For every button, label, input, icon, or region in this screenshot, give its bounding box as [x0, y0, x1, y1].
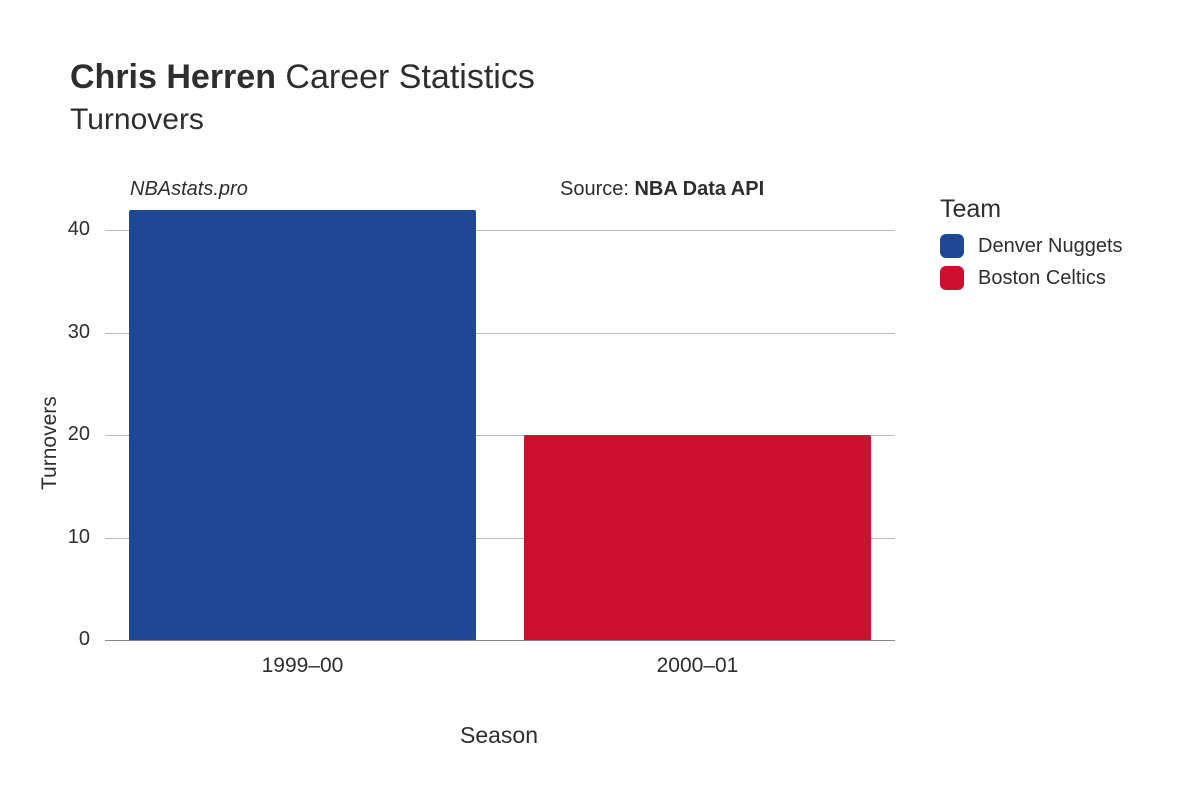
bars-group	[105, 210, 895, 640]
y-tick-label: 20	[50, 423, 90, 446]
legend: Team Denver Nuggets Boston Celtics	[940, 195, 1123, 298]
legend-label: Denver Nuggets	[978, 235, 1123, 258]
chart-subtitle: Turnovers	[70, 103, 535, 137]
source-prefix: Source:	[560, 178, 634, 200]
legend-swatch	[940, 234, 964, 258]
legend-title: Team	[940, 195, 1123, 224]
source-attribution: Source: NBA Data API	[560, 178, 764, 201]
legend-item: Denver Nuggets	[940, 234, 1123, 258]
source-name: NBA Data API	[634, 178, 764, 200]
y-tick-label: 40	[50, 218, 90, 241]
y-tick-label: 0	[50, 628, 90, 651]
x-axis-baseline	[105, 640, 895, 641]
x-axis-label: Season	[460, 722, 538, 749]
chart-container: Chris Herren Career Statistics Turnovers…	[0, 0, 1200, 800]
watermark-text: NBAstats.pro	[130, 178, 248, 201]
legend-item: Boston Celtics	[940, 266, 1123, 290]
bar	[129, 210, 477, 640]
x-tick-label: 2000–01	[618, 654, 778, 678]
chart-title: Chris Herren Career Statistics	[70, 58, 535, 97]
plot-area	[105, 210, 895, 640]
legend-items: Denver Nuggets Boston Celtics	[940, 234, 1123, 290]
title-name: Chris Herren	[70, 58, 276, 96]
bar	[524, 435, 872, 640]
chart-title-block: Chris Herren Career Statistics Turnovers	[70, 58, 535, 137]
y-tick-label: 10	[50, 526, 90, 549]
y-tick-label: 30	[50, 321, 90, 344]
legend-swatch	[940, 266, 964, 290]
x-tick-label: 1999–00	[223, 654, 383, 678]
legend-label: Boston Celtics	[978, 267, 1106, 290]
title-rest: Career Statistics	[285, 58, 534, 96]
